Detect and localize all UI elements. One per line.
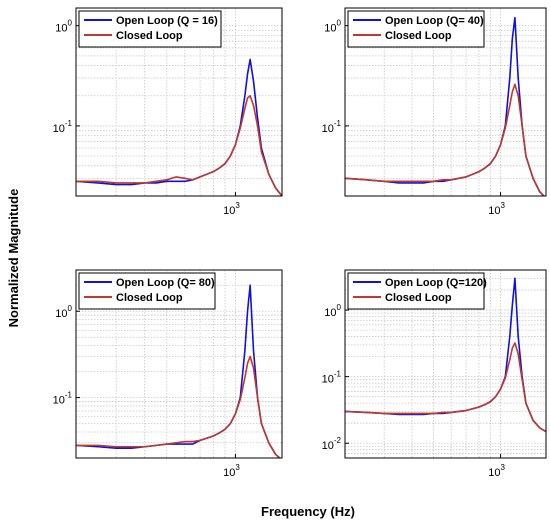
legend-box [78, 272, 216, 310]
legend: Open Loop (Q = 16) Closed Loop [78, 10, 222, 48]
legend: Open Loop (Q= 80) Closed Loop [78, 272, 216, 310]
axes-frame [75, 7, 283, 197]
y-axis-title: Normalized Magnitude [6, 189, 21, 328]
axes-frame [344, 7, 547, 197]
series-lines [345, 16, 545, 196]
y-tick-label: 100 [55, 19, 72, 35]
axes-frame [75, 269, 283, 459]
closed-loop-line [76, 355, 281, 458]
y-tick-label: 100 [55, 304, 72, 320]
chart-panel: 100 10-1 103 Open Loop (Q= 40) Closed Loop [322, 7, 547, 217]
legend-label: Closed Loop [116, 292, 183, 304]
grid [76, 270, 282, 458]
chart-panel: 100 10-1 10-2 103 Open Loop (Q=120) Closed Lo… [322, 269, 547, 479]
legend: Open Loop (Q=120) Closed Loop [347, 272, 487, 310]
legend-box [78, 10, 222, 48]
y-tick-label: 100 [324, 19, 341, 35]
axes-frame [344, 269, 547, 459]
legend-box [347, 10, 485, 48]
x-tick-label: 103 [488, 201, 505, 217]
legend-label: Open Loop (Q= 40) [385, 15, 484, 27]
y-tick-label: 10-2 [322, 436, 342, 452]
legend-label: Closed Loop [385, 30, 452, 42]
legend-label: Closed Loop [385, 292, 452, 304]
series-lines [345, 277, 546, 433]
x-axis-title: Frequency (Hz) [261, 504, 355, 519]
y-tick-label: 10-1 [53, 391, 73, 407]
legend-label: Open Loop (Q = 16) [116, 15, 218, 27]
legend-box [347, 272, 485, 310]
y-tick-label: 100 [324, 303, 341, 319]
series-lines [76, 284, 281, 458]
legend-label: Open Loop (Q= 80) [116, 277, 215, 289]
y-tick-label: 10-1 [322, 119, 342, 135]
legend: Open Loop (Q= 40) Closed Loop [347, 10, 485, 48]
y-tick-label: 10-1 [322, 370, 342, 386]
legend-label: Closed Loop [116, 30, 183, 42]
y-tick-label: 10-1 [53, 119, 73, 135]
x-tick-label: 103 [223, 201, 240, 217]
closed-loop-line [76, 94, 282, 196]
chart-panel: 100 10-1 103 Open Loop (Q= 80) Closed Loop [53, 269, 283, 479]
x-tick-label: 103 [488, 463, 505, 479]
legend-label: Open Loop (Q=120) [385, 277, 487, 289]
series-lines [76, 58, 282, 196]
closed-loop-line [345, 342, 546, 433]
chart-panel: 100 10-1 103 Open Loop (Q = 16) Closed Loop [53, 7, 283, 217]
x-tick-label: 103 [223, 463, 240, 479]
closed-loop-line [345, 83, 545, 196]
